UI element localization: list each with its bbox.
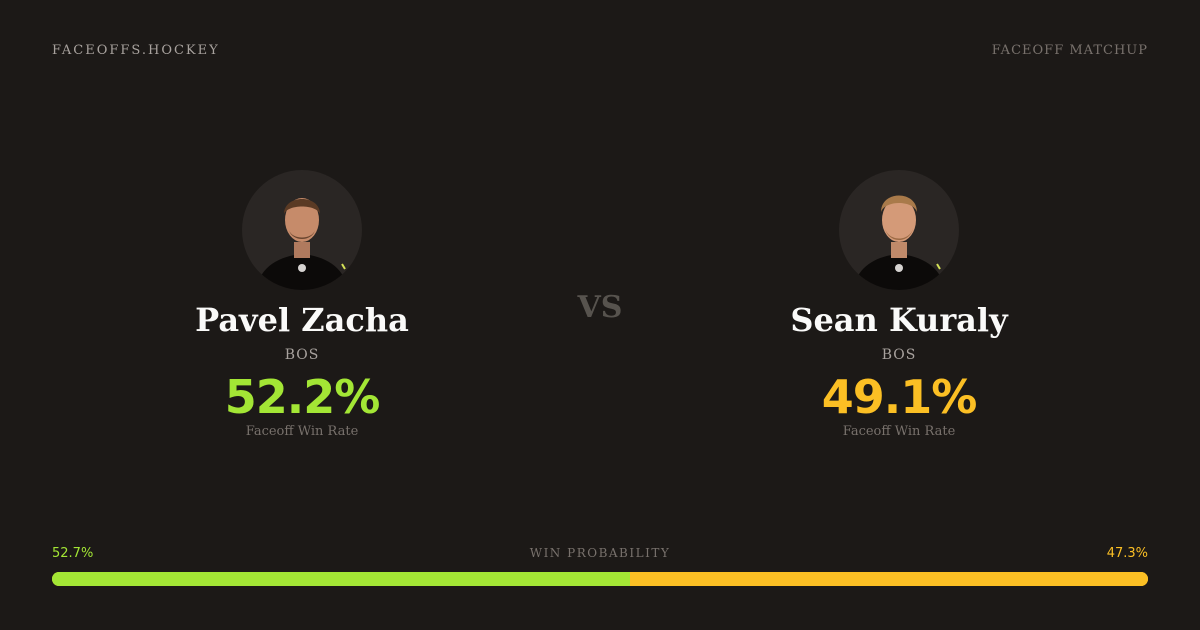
page-label: FACEOFF MATCHUP xyxy=(991,43,1148,58)
site-name[interactable]: FACEOFFS.HOCKEY xyxy=(52,43,220,58)
win-probability-left: 52.7% xyxy=(52,546,94,561)
vs-label: VS xyxy=(577,290,623,325)
win-probability-title: WIN PROBABILITY xyxy=(529,546,671,560)
player-headshot-icon xyxy=(256,198,348,290)
player-photo xyxy=(242,170,362,290)
win-probability-bar-left xyxy=(52,572,630,586)
player-name[interactable]: Pavel Zacha xyxy=(195,301,409,339)
player-team: BOS xyxy=(284,347,320,363)
win-probability-bar xyxy=(52,572,1148,586)
player-card-left: Pavel Zacha BOS 52.2% Faceoff Win Rate xyxy=(102,170,502,440)
player-name[interactable]: Sean Kuraly xyxy=(790,301,1008,339)
player-card-right: Sean Kuraly BOS 49.1% Faceoff Win Rate xyxy=(699,170,1099,440)
faceoff-win-rate-label: Faceoff Win Rate xyxy=(842,424,956,439)
player-photo xyxy=(839,170,959,290)
faceoff-win-rate: 49.1% xyxy=(821,370,978,424)
player-team: BOS xyxy=(881,347,917,363)
faceoff-win-rate-label: Faceoff Win Rate xyxy=(245,424,359,439)
win-probability-right: 47.3% xyxy=(1106,546,1148,561)
faceoff-win-rate: 52.2% xyxy=(224,370,381,424)
win-probability-bar-right xyxy=(629,572,1148,586)
player-headshot-icon xyxy=(853,195,945,290)
